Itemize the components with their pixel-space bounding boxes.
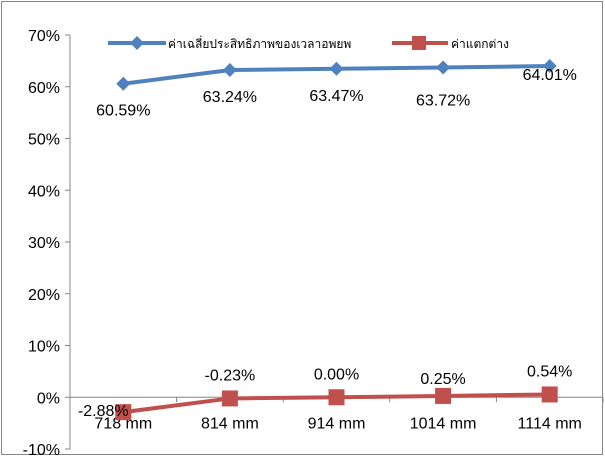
y-tick-label: 30% [28, 235, 60, 252]
point-square [435, 387, 452, 404]
data-label: 63.24% [203, 89, 257, 106]
data-label: -2.88% [78, 403, 129, 420]
x-tick-label: 914 mm [308, 415, 366, 432]
point-square [328, 389, 345, 406]
data-label: 64.01% [523, 67, 577, 84]
x-tick-label: 718 mm [94, 415, 152, 432]
data-label: 60.59% [96, 103, 150, 120]
x-tick-label: 1114 mm [518, 415, 582, 432]
data-label: -0.23% [205, 367, 256, 384]
legend-label-efficiency: ค่าเฉลี่ยประสิทธิภาพของเวลาอพยพ [168, 35, 351, 51]
point-diamond [542, 58, 557, 73]
point-square [115, 404, 132, 421]
y-tick-label: 20% [28, 287, 60, 304]
data-label: 63.47% [309, 88, 363, 105]
y-tick-label: 40% [28, 183, 60, 200]
data-label: 0.25% [420, 371, 465, 388]
y-tick-label: 70% [28, 28, 60, 45]
y-tick-label: 50% [28, 132, 60, 149]
y-tick-label: -10% [23, 442, 60, 457]
legend-marker-square [412, 36, 426, 50]
legend-marker-diamond [130, 36, 144, 50]
point-diamond [329, 61, 344, 76]
point-diamond [116, 76, 131, 91]
x-tick-label: 814 mm [201, 415, 259, 432]
legend: ค่าเฉลี่ยประสิทธิภาพของเวลาอพยพ ค่าแตกต่… [108, 35, 509, 51]
x-tick-label: 1014 mm [410, 415, 477, 432]
data-label: 0.54% [527, 363, 572, 380]
point-square [541, 386, 558, 403]
point-diamond [222, 62, 237, 77]
y-tick-label: 0% [37, 390, 60, 407]
data-label: 0.00% [314, 366, 359, 383]
y-tick-label: 60% [28, 80, 60, 97]
point-diamond [436, 60, 451, 75]
point-square [221, 390, 238, 407]
legend-label-difference: ค่าแตกต่าง [451, 37, 509, 51]
data-label: 63.72% [416, 92, 470, 109]
y-tick-label: 10% [28, 339, 60, 356]
